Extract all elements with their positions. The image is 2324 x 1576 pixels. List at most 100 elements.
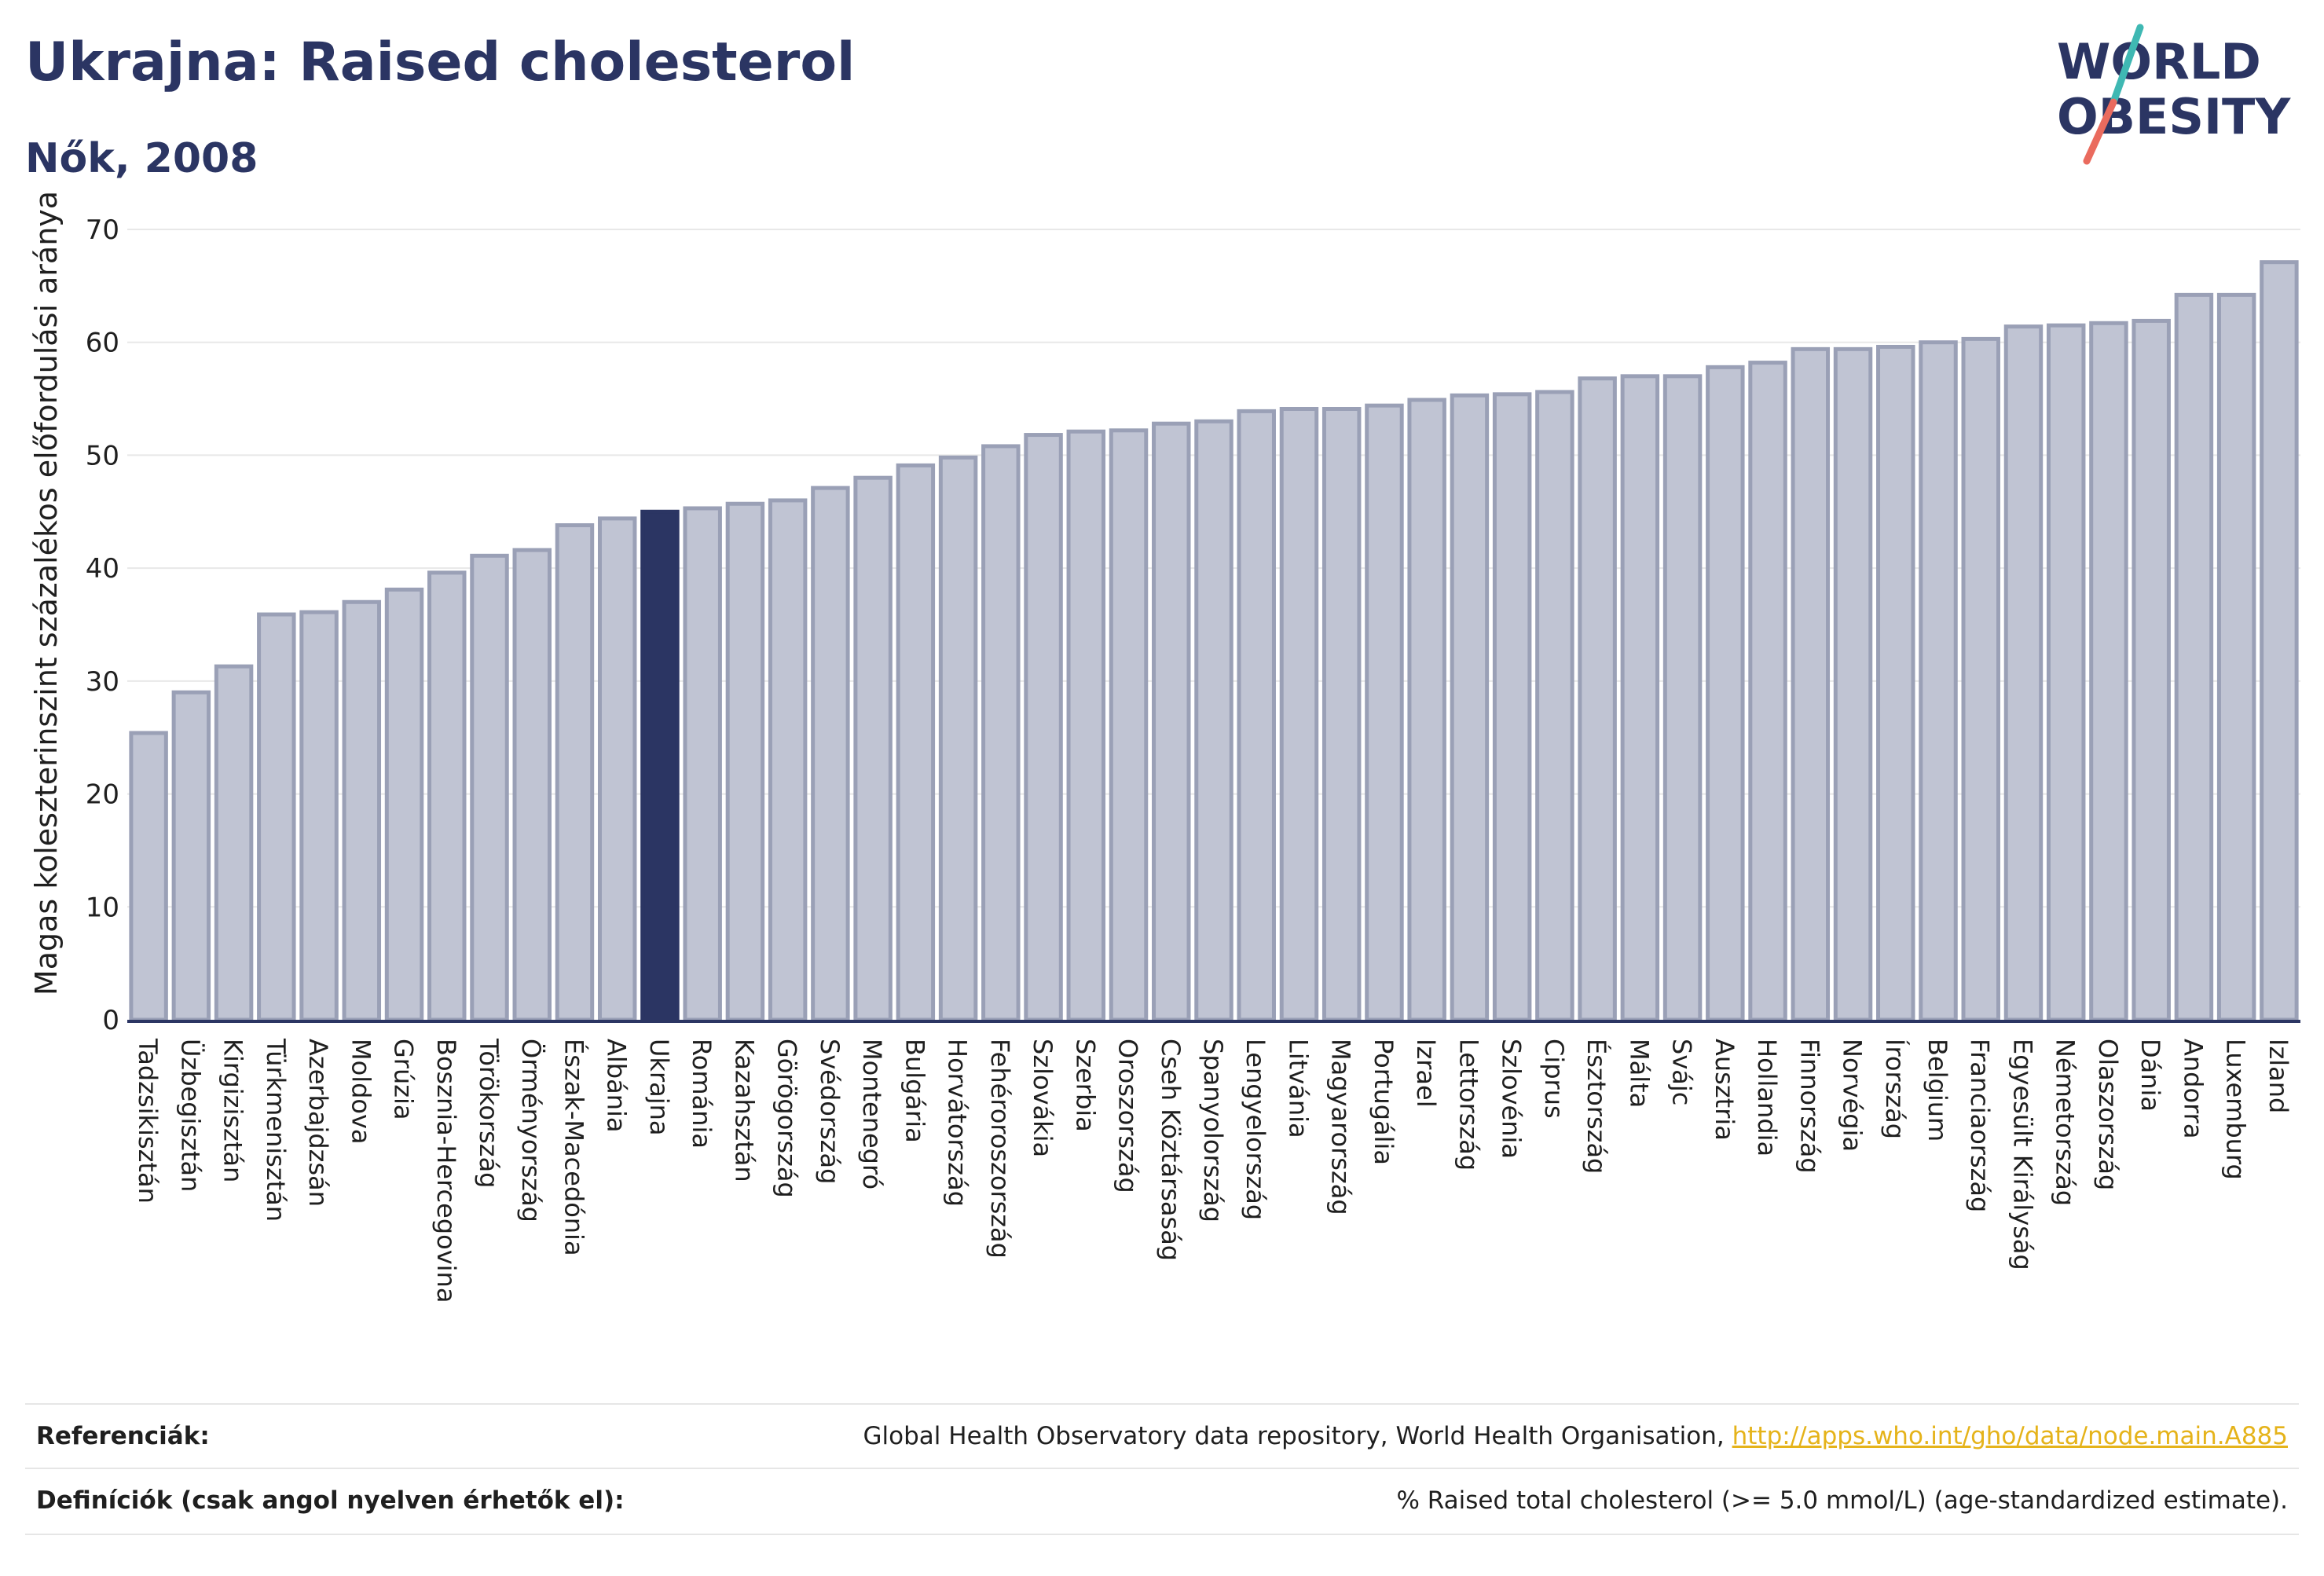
- x-tick-label: Írország: [1880, 1039, 1910, 1139]
- x-tick-label: Szerbia: [1070, 1039, 1100, 1132]
- bar: [938, 455, 978, 1022]
- x-tick-label: Izland: [2264, 1039, 2293, 1113]
- x-tick-label: Azerbajdzsán: [303, 1039, 333, 1207]
- x-tick-label: Oroszország: [1113, 1039, 1143, 1193]
- references-link[interactable]: http://apps.who.int/gho/data/node.main.A…: [1732, 1422, 2288, 1450]
- y-tick-label: 60: [86, 328, 119, 359]
- x-tick-label: Andorra: [2178, 1039, 2208, 1138]
- bar: [1876, 344, 1915, 1022]
- bar: [1706, 365, 1745, 1022]
- bar: [1919, 340, 1958, 1022]
- references-row: Referenciák: Global Health Observatory d…: [25, 1403, 2299, 1469]
- references-value: Global Health Observatory data repositor…: [863, 1422, 2288, 1450]
- bar: [1791, 346, 1831, 1022]
- bar: [427, 570, 467, 1022]
- x-tick-label: Magyarország: [1326, 1039, 1356, 1215]
- x-tick-label: Tadzsikisztán: [133, 1038, 163, 1204]
- bar: [512, 548, 552, 1022]
- x-tick-label: Albánia: [602, 1039, 632, 1132]
- x-tick-label: Hollandia: [1752, 1039, 1782, 1156]
- x-tick-label: Luxemburg: [2221, 1039, 2251, 1180]
- page-subtitle: Nők, 2008: [25, 135, 258, 182]
- bar: [811, 486, 850, 1022]
- y-tick-label: 40: [86, 553, 119, 585]
- bar: [2003, 324, 2044, 1022]
- logo-slash-teal: [2110, 24, 2144, 106]
- bar: [1407, 398, 1446, 1022]
- bar: [1152, 421, 1191, 1022]
- x-tick-label: Türkmenisztán: [261, 1038, 291, 1222]
- bar: [2132, 318, 2171, 1022]
- definitions-label: Definíciók (csak angol nyelven érhetők e…: [36, 1486, 625, 1515]
- x-tick-label: Belgium: [1923, 1039, 1952, 1142]
- bar: [1450, 393, 1490, 1022]
- x-tick-label: Moldova: [346, 1039, 376, 1145]
- x-tick-label: Málta: [1624, 1039, 1654, 1108]
- x-tick-label: Ukrajna: [644, 1039, 674, 1136]
- bar: [853, 475, 893, 1022]
- definitions-text: % Raised total cholesterol (>= 5.0 mmol/…: [1396, 1486, 2288, 1515]
- bar: [597, 516, 637, 1022]
- bar: [768, 498, 808, 1022]
- bar: [1748, 361, 1787, 1022]
- x-tick-label: Szlovákia: [1028, 1039, 1058, 1157]
- x-tick-label: Finnország: [1794, 1039, 1824, 1174]
- x-tick-label: Üzbegisztán: [175, 1039, 205, 1192]
- bar: [1024, 433, 1063, 1022]
- bar: [1620, 374, 1660, 1022]
- x-tick-label: Spanyolország: [1198, 1039, 1228, 1222]
- bar: [1833, 346, 1873, 1022]
- x-tick-label: Izrael: [1411, 1039, 1441, 1108]
- x-tick-label: Bosznia-Hercegovina: [431, 1039, 461, 1303]
- bar: [384, 587, 424, 1022]
- x-tick-label: Svájc: [1667, 1039, 1697, 1105]
- x-tick-label: Észtország: [1582, 1039, 1611, 1174]
- bar: [1578, 376, 1617, 1022]
- x-tick-label: Fehéroroszország: [985, 1039, 1015, 1259]
- x-tick-label: Szlovénia: [1497, 1039, 1527, 1159]
- x-tick-label: Bulgária: [900, 1039, 929, 1143]
- x-tick-label: Egyesült Királyság: [2007, 1039, 2037, 1270]
- bar: [1109, 428, 1149, 1022]
- x-tick-label: Svédország: [815, 1039, 845, 1184]
- bar: [2260, 260, 2299, 1022]
- x-tick-label: Kirgizisztán: [218, 1039, 248, 1182]
- x-tick-label: Németország: [2051, 1039, 2080, 1206]
- bar: [2089, 321, 2128, 1022]
- x-tick-label: Örményország: [516, 1039, 546, 1222]
- y-tick-label: 70: [86, 214, 119, 246]
- references-text: Global Health Observatory data repositor…: [863, 1422, 1725, 1450]
- bar: [725, 501, 765, 1022]
- x-tick-label: Lengyelország: [1241, 1039, 1270, 1220]
- x-tick-label: Portugália: [1369, 1039, 1398, 1165]
- page-title: Ukrajna: Raised cholesterol: [25, 31, 856, 93]
- y-axis-label: Magas koleszterinszint százalékos előfor…: [29, 191, 64, 995]
- bar: [1279, 407, 1319, 1022]
- logo-slash-coral: [2083, 98, 2117, 165]
- x-tick-label: Litvánia: [1283, 1039, 1313, 1138]
- bar: [171, 690, 211, 1022]
- y-tick-label: 30: [86, 666, 119, 698]
- bar: [1321, 407, 1362, 1022]
- bar: [1492, 392, 1532, 1022]
- x-tick-label: Ciprus: [1539, 1039, 1569, 1119]
- bar: [981, 444, 1021, 1022]
- bar: [896, 463, 936, 1022]
- bar: [129, 731, 168, 1022]
- bar: [1535, 390, 1574, 1022]
- bar: [683, 506, 722, 1022]
- bar: [2174, 292, 2214, 1022]
- bar: [1194, 419, 1233, 1022]
- bar-highlight: [640, 509, 680, 1022]
- bar: [1365, 403, 1404, 1022]
- logo-line-1: WORLD: [2057, 33, 2261, 90]
- bar: [299, 610, 339, 1022]
- bar: [555, 523, 595, 1022]
- y-tick-label: 20: [86, 779, 119, 811]
- bar: [1237, 409, 1276, 1022]
- x-tick-label: Ausztria: [1710, 1039, 1739, 1141]
- bar: [257, 612, 296, 1022]
- bar-chart: 0 10 20 30 40 50 60 70 Magas koleszterinszint sz…: [29, 191, 2300, 1303]
- x-tick-label: Törökország: [474, 1038, 504, 1188]
- x-tick-label: Kazahsztán: [729, 1039, 759, 1182]
